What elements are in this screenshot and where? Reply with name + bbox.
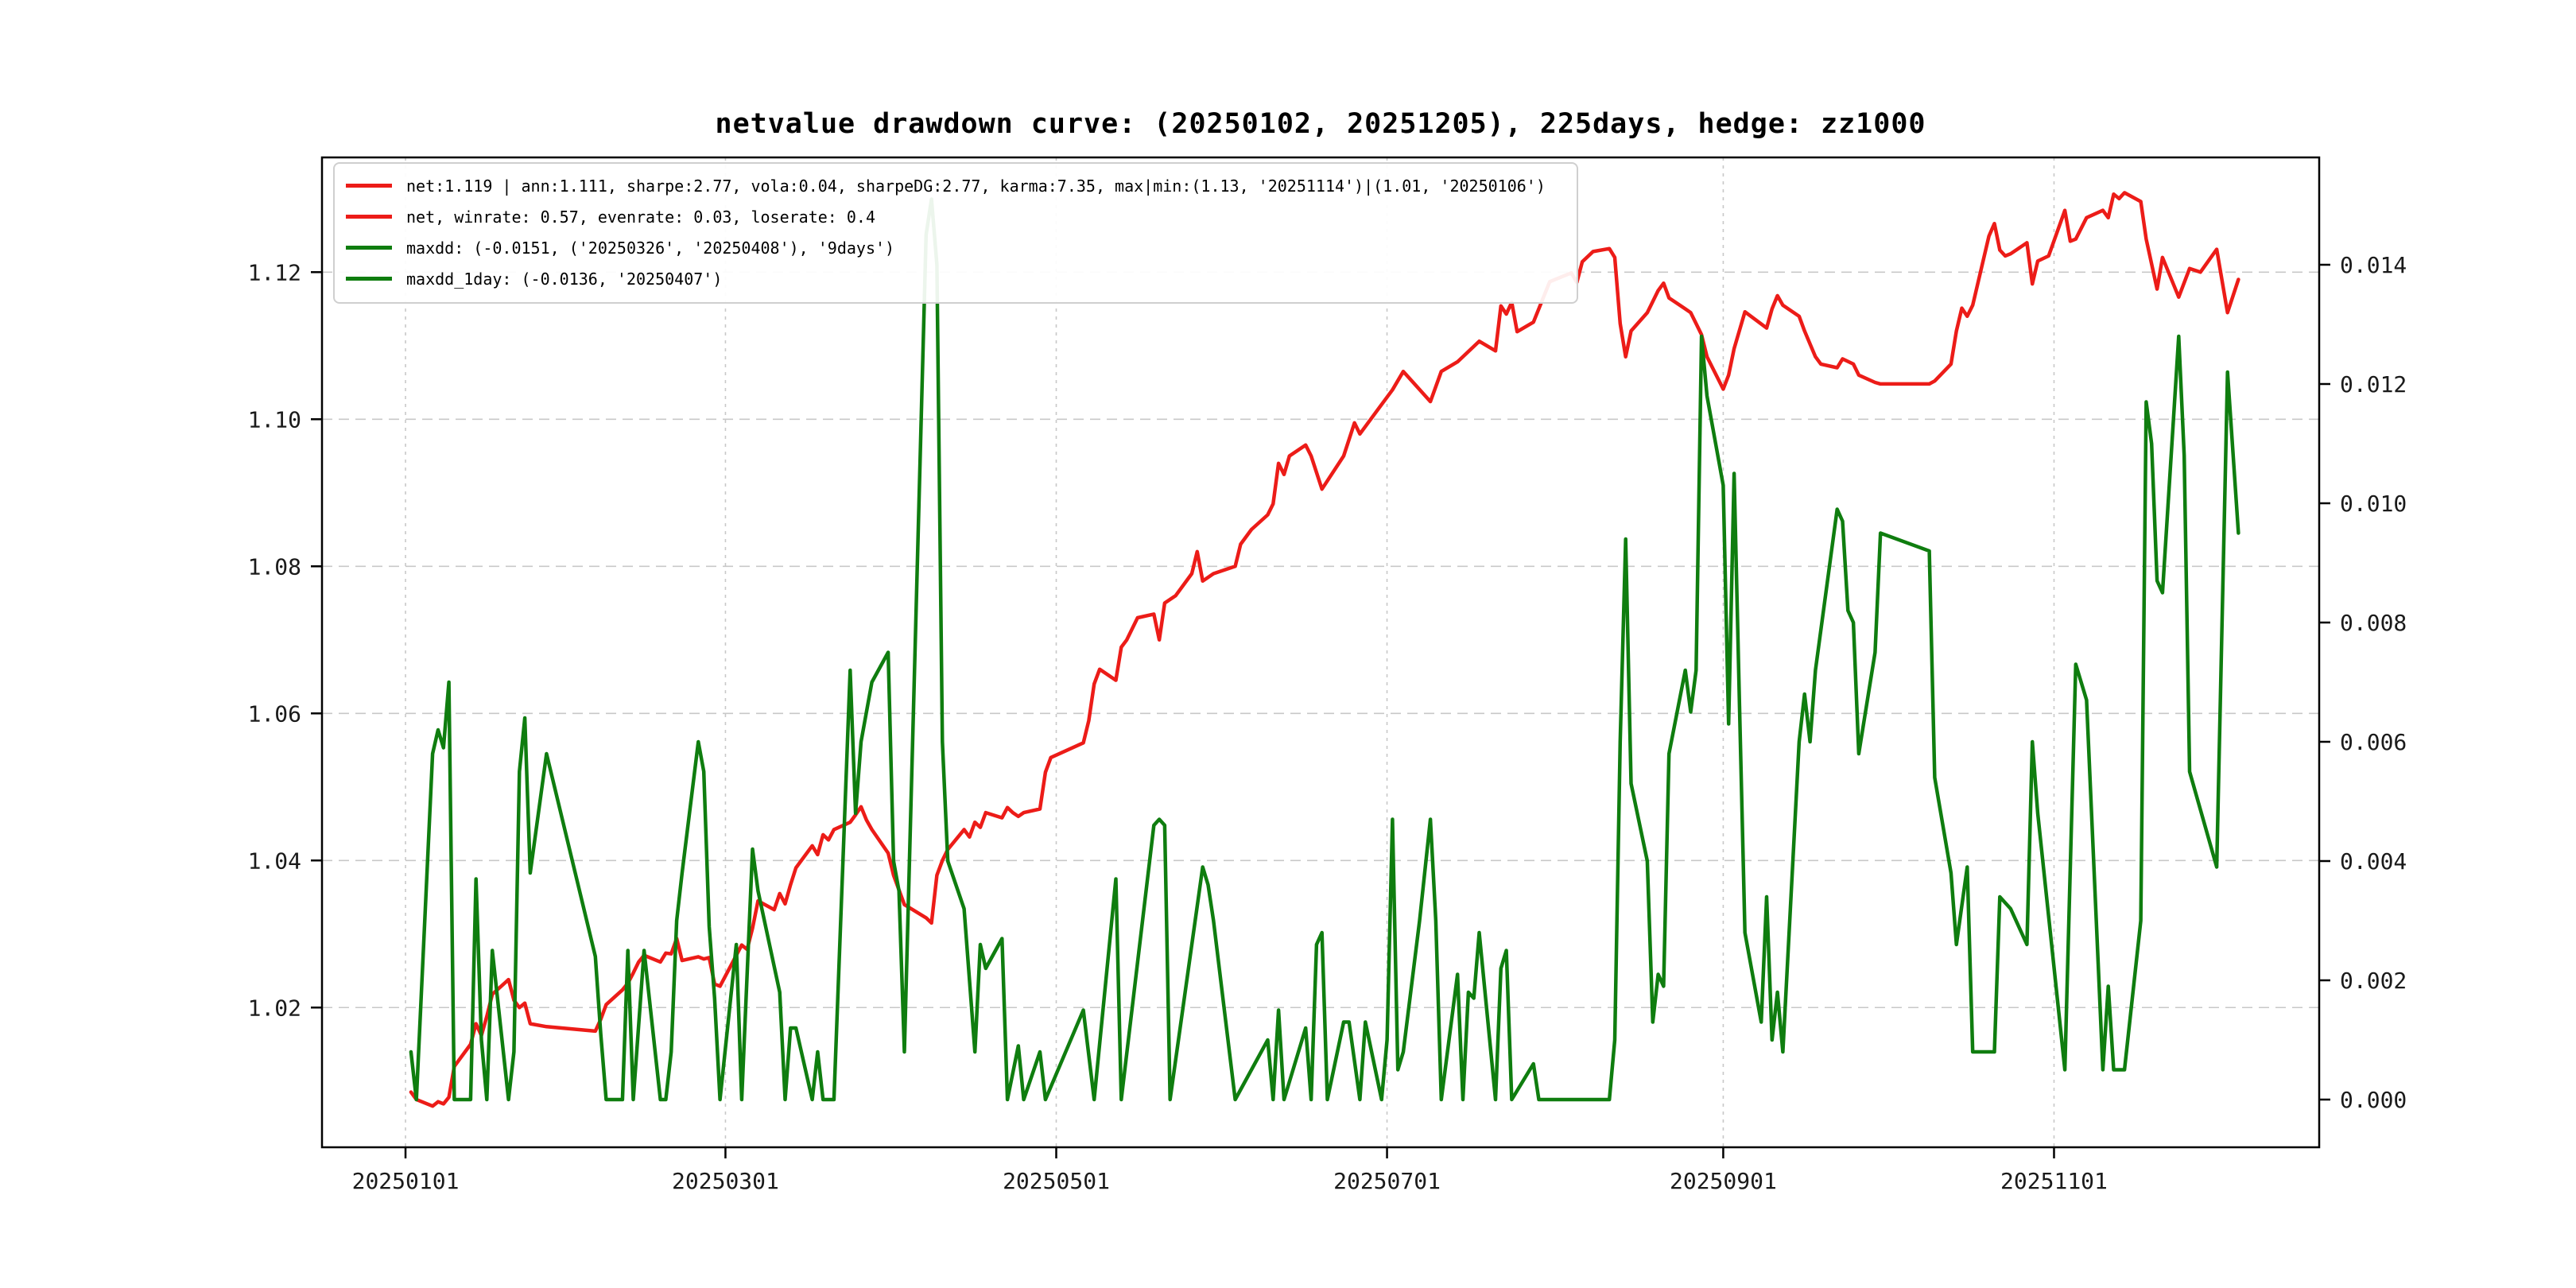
legend-line-sample <box>346 246 392 250</box>
axis-tick-labels: 20250101 20250301 20250501 20250701 20250901… <box>248 252 2407 1194</box>
x-tick-label: 20250901 <box>1670 1168 1777 1194</box>
x-tick-label: 20250701 <box>1333 1168 1441 1194</box>
legend: net:1.119 | ann:1.111, sharpe:2.77, vola… <box>333 162 1578 304</box>
x-tick-label: 20250301 <box>672 1168 779 1194</box>
y-left-tick-label: 1.06 <box>248 700 301 727</box>
legend-line-sample <box>346 277 392 281</box>
gridlines <box>322 157 2319 1147</box>
legend-item-maxdd: maxdd: (-0.0151, ('20250326', '20250408'… <box>346 232 1562 263</box>
legend-line-sample <box>346 184 392 188</box>
y-right-tick-label: 0.006 <box>2340 729 2407 755</box>
y-right-tick-label: 0.010 <box>2340 491 2407 517</box>
y-left-tick-label: 1.10 <box>248 406 301 433</box>
legend-label: net:1.119 | ann:1.111, sharpe:2.77, vola… <box>406 176 1546 196</box>
chart-title: netvalue drawdown curve: (20250102, 2025… <box>715 108 1926 140</box>
y-left-tick-label: 1.04 <box>248 848 301 874</box>
data-series <box>409 191 2240 1108</box>
y-left-tick-label: 1.12 <box>248 259 301 285</box>
y-right-tick-label: 0.014 <box>2340 252 2407 278</box>
axis-ticks <box>311 263 2330 1158</box>
y-right-tick-label: 0.012 <box>2340 371 2407 398</box>
x-tick-label: 20251101 <box>2000 1168 2108 1194</box>
legend-item-net: net:1.119 | ann:1.111, sharpe:2.77, vola… <box>346 170 1562 201</box>
y-left-tick-label: 1.02 <box>248 995 301 1021</box>
plot-border <box>320 156 2321 1149</box>
legend-label: net, winrate: 0.57, evenrate: 0.03, lose… <box>406 207 876 227</box>
x-tick-label: 20250101 <box>352 1168 460 1194</box>
y-right-tick-label: 0.002 <box>2340 968 2407 994</box>
net-line <box>409 191 2240 1108</box>
legend-item-net: net, winrate: 0.57, evenrate: 0.03, lose… <box>346 201 1562 232</box>
plot-frame <box>320 156 2321 1149</box>
legend-line-sample <box>346 215 392 219</box>
x-tick-label: 20250501 <box>1003 1168 1110 1194</box>
y-left-tick-label: 1.08 <box>248 553 301 580</box>
maxdd-line <box>409 197 2240 1102</box>
legend-label: maxdd: (-0.0151, ('20250326', '20250408'… <box>406 238 895 258</box>
legend-label: maxdd_1day: (-0.0136, '20250407') <box>406 269 723 289</box>
legend-item-maxdd_1day: maxdd_1day: (-0.0136, '20250407') <box>346 263 1562 294</box>
y-right-tick-label: 0.000 <box>2340 1087 2407 1113</box>
y-right-tick-label: 0.008 <box>2340 610 2407 636</box>
y-right-tick-label: 0.004 <box>2340 848 2407 875</box>
